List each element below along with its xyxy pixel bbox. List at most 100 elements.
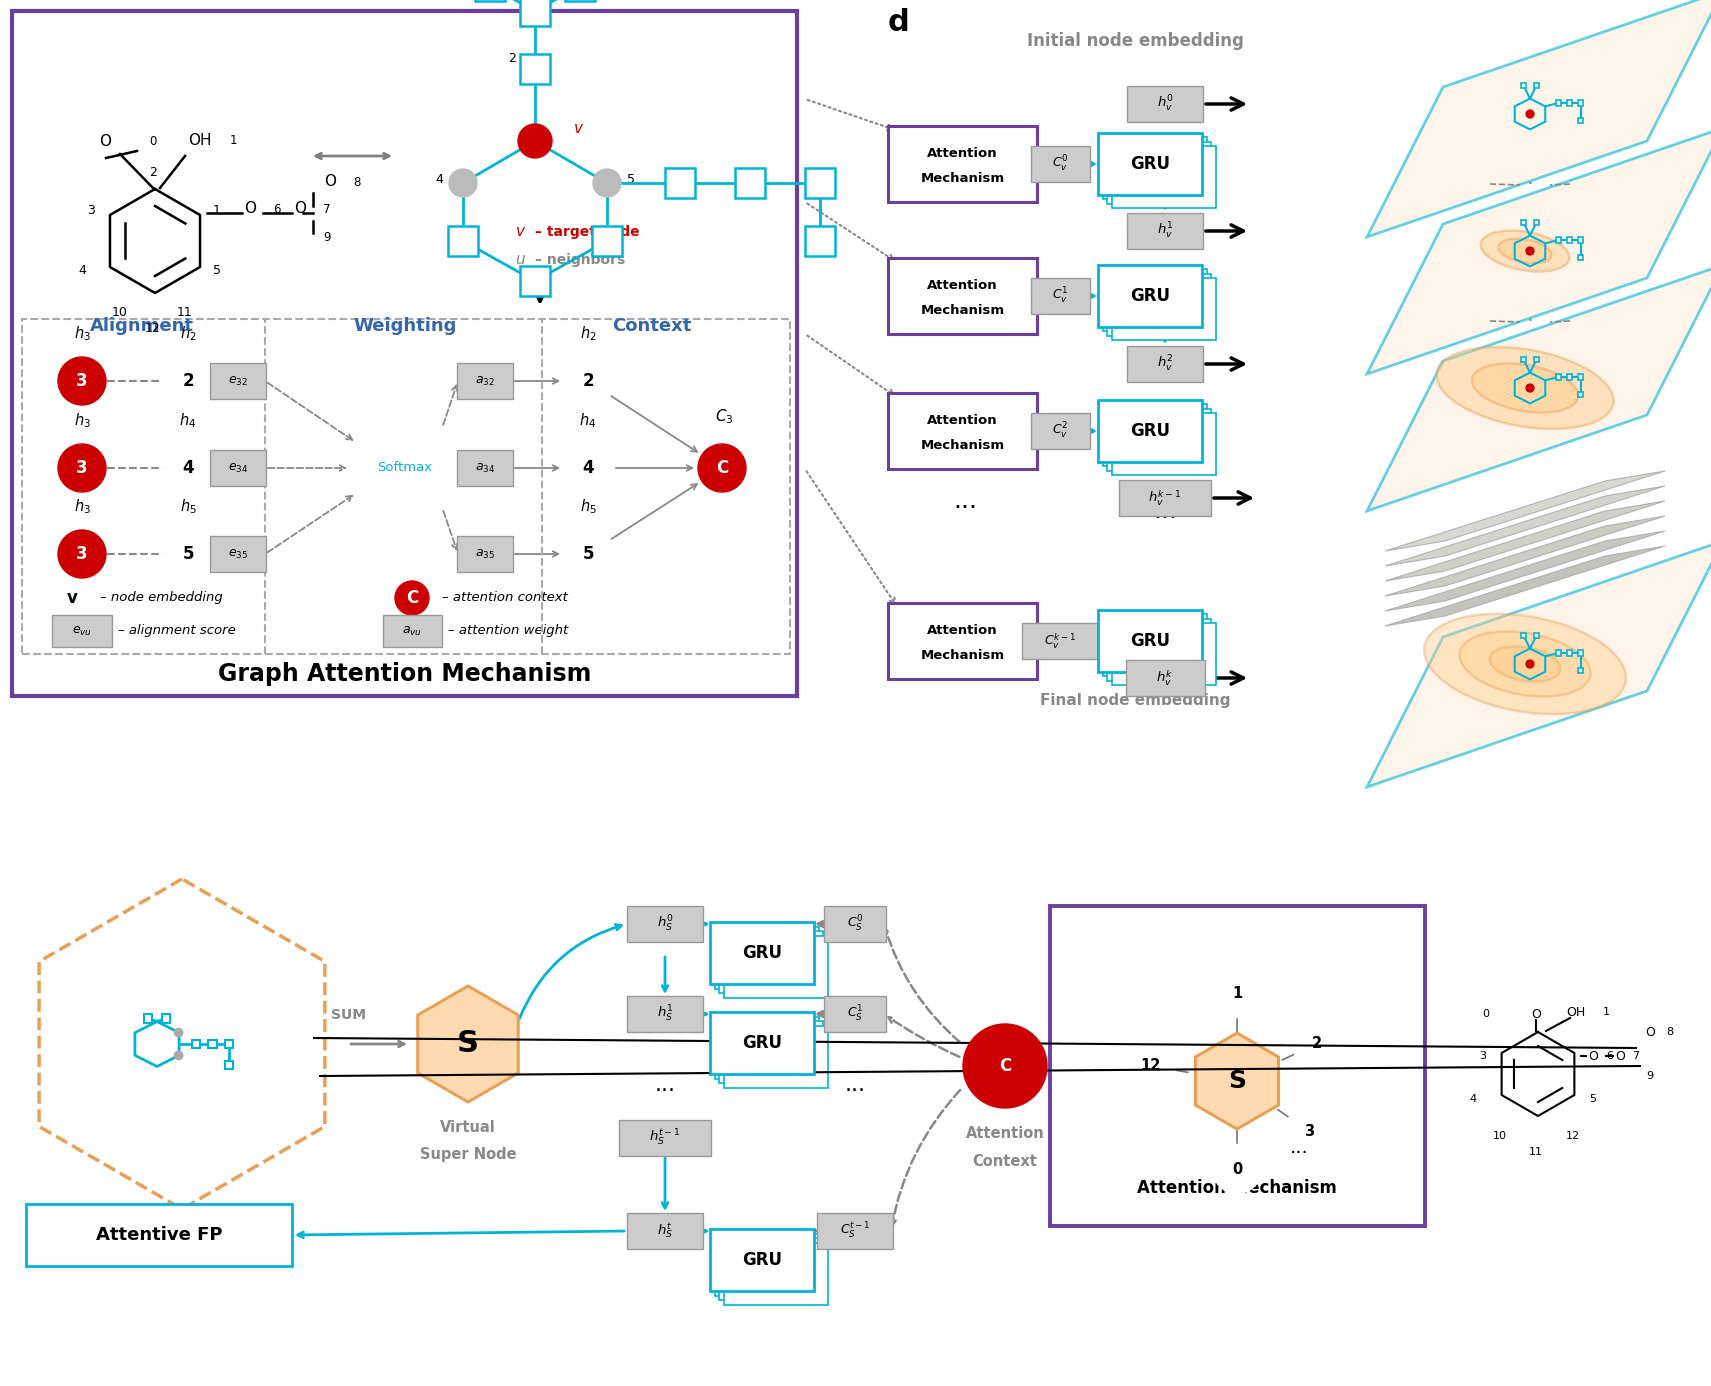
Polygon shape xyxy=(1384,486,1665,565)
Ellipse shape xyxy=(1480,230,1569,272)
FancyBboxPatch shape xyxy=(1535,83,1540,89)
FancyBboxPatch shape xyxy=(448,226,477,256)
Polygon shape xyxy=(1367,265,1711,511)
FancyBboxPatch shape xyxy=(1578,118,1583,123)
FancyBboxPatch shape xyxy=(1112,413,1215,475)
FancyBboxPatch shape xyxy=(1030,413,1090,449)
FancyBboxPatch shape xyxy=(1521,220,1526,225)
Text: 5: 5 xyxy=(582,545,594,563)
Circle shape xyxy=(351,414,459,523)
Text: $u$: $u$ xyxy=(515,252,525,267)
Text: Initial node embedding: Initial node embedding xyxy=(1027,32,1244,50)
FancyBboxPatch shape xyxy=(520,0,549,26)
Text: $a_{34}$: $a_{34}$ xyxy=(476,462,494,474)
FancyBboxPatch shape xyxy=(724,936,828,998)
Circle shape xyxy=(1213,1145,1261,1193)
FancyBboxPatch shape xyxy=(209,1040,217,1048)
FancyBboxPatch shape xyxy=(804,168,835,198)
Text: Attention: Attention xyxy=(927,280,998,292)
FancyBboxPatch shape xyxy=(1098,401,1203,462)
Text: ...: ... xyxy=(1153,499,1177,523)
Text: OH: OH xyxy=(1566,1005,1586,1019)
FancyBboxPatch shape xyxy=(715,1016,818,1078)
Polygon shape xyxy=(1384,471,1665,552)
Text: Attention: Attention xyxy=(927,147,998,161)
FancyBboxPatch shape xyxy=(224,1060,233,1069)
FancyBboxPatch shape xyxy=(457,363,513,399)
Circle shape xyxy=(164,358,212,405)
FancyBboxPatch shape xyxy=(457,450,513,486)
Text: $e_{vu}$: $e_{vu}$ xyxy=(72,625,92,638)
Circle shape xyxy=(164,444,212,492)
FancyBboxPatch shape xyxy=(1128,86,1203,122)
Text: Weighting: Weighting xyxy=(352,317,457,335)
FancyBboxPatch shape xyxy=(53,615,111,647)
Text: 1: 1 xyxy=(1232,985,1242,1001)
Text: d: d xyxy=(888,8,910,37)
FancyBboxPatch shape xyxy=(1521,633,1526,638)
Text: 4: 4 xyxy=(582,459,594,477)
FancyBboxPatch shape xyxy=(1098,610,1203,672)
Text: $h_4$: $h_4$ xyxy=(580,412,597,430)
Circle shape xyxy=(58,529,106,578)
Circle shape xyxy=(1526,660,1535,668)
Text: $h_S^t$: $h_S^t$ xyxy=(657,1221,672,1240)
Text: O: O xyxy=(99,134,111,150)
Text: $h_v^2$: $h_v^2$ xyxy=(1157,353,1174,374)
Text: 2: 2 xyxy=(1312,1037,1323,1052)
Circle shape xyxy=(565,358,613,405)
FancyBboxPatch shape xyxy=(710,922,814,984)
Text: $a_{32}$: $a_{32}$ xyxy=(476,374,494,388)
FancyBboxPatch shape xyxy=(1567,100,1572,105)
Text: 2: 2 xyxy=(181,371,193,389)
Text: ...: ... xyxy=(655,1076,676,1095)
FancyBboxPatch shape xyxy=(1098,265,1203,327)
FancyBboxPatch shape xyxy=(1102,269,1206,331)
Text: O: O xyxy=(1615,1049,1625,1063)
Circle shape xyxy=(594,169,621,197)
Text: $e_{35}$: $e_{35}$ xyxy=(228,547,248,560)
FancyBboxPatch shape xyxy=(719,1021,823,1082)
FancyBboxPatch shape xyxy=(210,363,265,399)
Text: $h_5$: $h_5$ xyxy=(580,498,597,516)
FancyBboxPatch shape xyxy=(1128,213,1203,249)
FancyBboxPatch shape xyxy=(619,1120,712,1156)
Text: GRU: GRU xyxy=(1129,632,1170,650)
Text: O: O xyxy=(294,201,306,216)
Text: $h_v^k$: $h_v^k$ xyxy=(1157,668,1174,687)
Text: GRU: GRU xyxy=(743,1034,782,1052)
Circle shape xyxy=(58,444,106,492)
Text: GRU: GRU xyxy=(1129,421,1170,439)
FancyBboxPatch shape xyxy=(666,168,695,198)
Polygon shape xyxy=(417,985,518,1102)
Circle shape xyxy=(1526,109,1535,118)
Text: Mechanism: Mechanism xyxy=(921,650,1004,663)
Text: GRU: GRU xyxy=(743,1252,782,1270)
Text: $C_v^1$: $C_v^1$ xyxy=(1052,286,1068,306)
FancyBboxPatch shape xyxy=(888,394,1037,468)
Polygon shape xyxy=(1367,0,1711,237)
FancyBboxPatch shape xyxy=(1567,374,1572,380)
FancyBboxPatch shape xyxy=(1098,133,1203,195)
Text: GRU: GRU xyxy=(743,944,782,962)
Text: $h_v^0$: $h_v^0$ xyxy=(1157,94,1174,114)
FancyBboxPatch shape xyxy=(1126,660,1205,696)
FancyBboxPatch shape xyxy=(710,1229,814,1290)
Text: 5: 5 xyxy=(1590,1094,1596,1105)
FancyBboxPatch shape xyxy=(1578,392,1583,398)
FancyBboxPatch shape xyxy=(825,906,886,942)
FancyBboxPatch shape xyxy=(1112,279,1215,341)
Text: $C_v^0$: $C_v^0$ xyxy=(1052,154,1068,175)
Text: C: C xyxy=(406,589,417,607)
Ellipse shape xyxy=(1490,646,1560,682)
FancyBboxPatch shape xyxy=(1102,405,1206,467)
Text: Attentive FP: Attentive FP xyxy=(96,1227,222,1245)
Text: Attention: Attention xyxy=(927,625,998,638)
Text: Attention Mechanism: Attention Mechanism xyxy=(1138,1179,1336,1198)
FancyBboxPatch shape xyxy=(520,54,549,85)
Text: 4: 4 xyxy=(79,265,86,277)
FancyBboxPatch shape xyxy=(1021,622,1098,658)
Polygon shape xyxy=(39,879,325,1209)
FancyBboxPatch shape xyxy=(816,1213,893,1249)
Text: $h_2$: $h_2$ xyxy=(580,324,597,342)
